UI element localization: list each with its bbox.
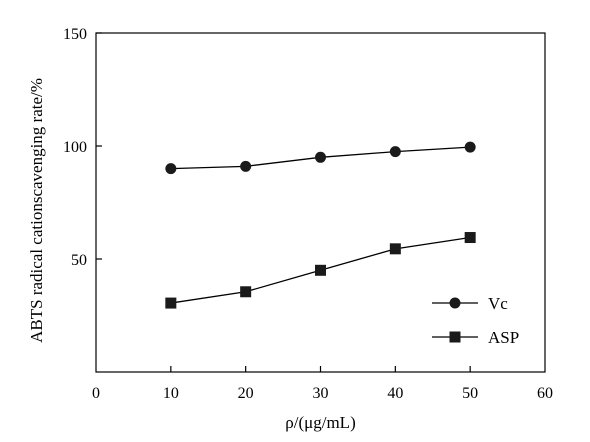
legend-label: ASP — [488, 328, 519, 347]
data-point — [464, 232, 476, 244]
legend-item: ASP — [432, 328, 519, 347]
plot-border — [95, 32, 546, 373]
data-point — [389, 146, 401, 158]
x-tick-label: 40 — [387, 385, 403, 402]
y-tick-label: 50 — [71, 252, 87, 269]
data-point — [165, 163, 177, 175]
legend-label: Vc — [488, 294, 508, 313]
legend-marker-square — [449, 331, 461, 343]
x-tick-label: 60 — [537, 385, 553, 402]
data-point — [315, 264, 326, 276]
legend: Vc ASP — [432, 294, 519, 347]
series-layer — [165, 141, 476, 309]
legend-item: Vc — [432, 294, 508, 313]
y-tick-label: 100 — [63, 139, 87, 156]
data-point — [165, 297, 177, 309]
legend-marker-circle — [449, 297, 461, 309]
y-axis: 50 100 150 — [63, 26, 102, 269]
data-point — [240, 160, 252, 172]
x-tick-label: 20 — [238, 385, 254, 402]
series-vc — [165, 141, 476, 175]
x-tick-label: 0 — [92, 385, 100, 402]
series-asp — [165, 232, 476, 309]
data-point — [240, 286, 252, 298]
data-point — [389, 243, 401, 255]
x-axis-title: ρ/(μg/mL) — [285, 413, 355, 432]
x-tick-label: 50 — [462, 385, 478, 402]
plot-frame — [95, 32, 546, 373]
data-point — [464, 141, 476, 153]
x-tick-label: 10 — [163, 385, 179, 402]
data-point — [315, 151, 326, 163]
y-axis-title: ABTS radical cationscavenging rate/% — [27, 78, 46, 343]
x-tick-label: 30 — [313, 385, 329, 402]
x-axis: 0 10 20 30 40 50 60 — [92, 366, 553, 402]
y-tick-label: 150 — [63, 26, 87, 43]
